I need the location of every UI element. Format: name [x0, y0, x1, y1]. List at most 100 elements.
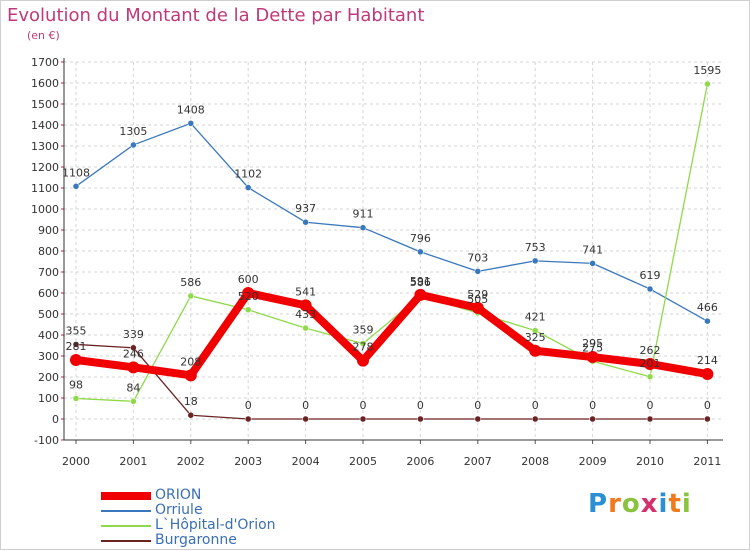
legend-item-orion: ORION — [101, 488, 276, 503]
x-tick-label: 2008 — [521, 455, 549, 468]
legend-swatch — [101, 539, 151, 542]
data-point-orriule — [589, 260, 596, 267]
data-label-orriule: 1102 — [234, 168, 262, 181]
grid-layer — [64, 61, 723, 441]
data-point-orriule — [302, 218, 309, 226]
y-tick-label: 500 — [38, 308, 59, 321]
data-label-orion: 295 — [582, 337, 603, 350]
legend-swatch — [101, 491, 151, 500]
y-tick-label: 400 — [38, 329, 59, 342]
legend-label: L`Hôpital-d'Orion — [155, 517, 276, 533]
series-line-orion — [75, 289, 709, 380]
data-point-orriule — [72, 183, 80, 190]
axis-layer: -100010020030040050060070080090010001100… — [31, 56, 723, 468]
data-label-burgaronne: 0 — [245, 399, 252, 412]
data-point-burgaronne — [302, 415, 309, 423]
data-point-burgaronne — [417, 415, 424, 423]
data-label-l-h-pital-d-orion: 586 — [180, 276, 201, 289]
data-label-orion: 600 — [238, 273, 259, 286]
y-tick-label: 1100 — [31, 182, 59, 195]
legend-label: Burgaronne — [155, 532, 237, 548]
data-point-burgaronne — [646, 415, 654, 423]
y-tick-label: -100 — [34, 434, 59, 447]
y-tick-label: 1500 — [31, 98, 59, 111]
data-label-l-h-pital-d-orion: 421 — [525, 311, 546, 324]
data-point-burgaronne — [244, 415, 252, 423]
y-tick-label: 300 — [38, 350, 59, 363]
data-point-orriule — [359, 224, 367, 231]
data-point-orriule — [244, 184, 252, 191]
data-point-orion — [701, 368, 714, 381]
data-label-orion: 281 — [66, 340, 87, 353]
data-label-orion: 541 — [295, 285, 316, 298]
data-label-orriule: 703 — [467, 251, 488, 264]
data-label-l-h-pital-d-orion: 359 — [353, 324, 374, 337]
data-label-orion: 325 — [525, 331, 546, 344]
y-tick-label: 1000 — [31, 203, 59, 216]
data-label-orion: 529 — [467, 288, 488, 301]
data-point-l-h-pital-d-orion — [531, 327, 539, 334]
logo-letter: i — [658, 489, 669, 519]
data-label-l-h-pital-d-orion: 98 — [69, 378, 83, 391]
data-point-orriule — [474, 268, 482, 275]
logo-letter: x — [640, 489, 659, 519]
series-line-l-h-pital-d-orion — [75, 83, 709, 403]
data-label-orriule: 796 — [410, 232, 431, 245]
data-label-burgaronne: 0 — [360, 399, 367, 412]
data-label-burgaronne: 18 — [184, 395, 198, 408]
data-point-orriule — [417, 248, 424, 256]
data-point-orion — [414, 288, 427, 301]
data-label-orion: 214 — [697, 354, 718, 367]
data-label-l-h-pital-d-orion: 201 — [640, 357, 661, 370]
data-point-orion — [586, 351, 599, 364]
x-tick-label: 2000 — [62, 455, 90, 468]
data-label-orion: 591 — [410, 275, 431, 288]
data-point-burgaronne — [187, 411, 195, 419]
legend-swatch — [101, 524, 151, 527]
x-tick-label: 2002 — [177, 455, 205, 468]
x-tick-label: 2003 — [234, 455, 262, 468]
x-tick-label: 2004 — [292, 455, 320, 468]
y-tick-label: 900 — [38, 224, 59, 237]
data-label-l-h-pital-d-orion: 520 — [238, 290, 259, 303]
data-label-orion: 246 — [123, 347, 144, 360]
data-label-l-h-pital-d-orion: 505 — [467, 293, 488, 306]
y-tick-label: 1700 — [31, 56, 59, 69]
data-point-burgaronne — [589, 415, 596, 423]
data-point-burgaronne — [130, 344, 137, 352]
data-point-orion — [184, 369, 197, 382]
legend-label: Orriule — [155, 502, 203, 518]
logo-letter: P — [588, 489, 609, 519]
legend-label: ORION — [155, 487, 202, 503]
data-point-burgaronne — [704, 415, 711, 423]
series-line-burgaronne — [75, 343, 708, 420]
data-point-burgaronne — [474, 415, 482, 423]
data-label-layer: 1108 1305 1408 1102 937 911 796 703 753 741 619 466… — [62, 64, 721, 412]
data-point-l-h-pital-d-orion — [244, 306, 252, 314]
y-tick-label: 200 — [38, 371, 59, 384]
data-point-orion — [644, 357, 656, 370]
proxiti-logo: Proxiti — [588, 489, 692, 519]
x-tick-label: 2007 — [464, 455, 492, 468]
legend-item-orriule: Orriule — [101, 503, 276, 518]
data-label-orriule: 937 — [295, 202, 316, 215]
data-label-orriule: 741 — [582, 243, 603, 256]
data-point-orion — [242, 287, 255, 299]
y-tick-label: 1400 — [31, 119, 59, 132]
data-point-orriule — [130, 141, 137, 149]
data-label-burgaronne: 0 — [302, 399, 309, 412]
data-label-burgaronne: 0 — [474, 399, 481, 412]
data-label-orion: 208 — [180, 355, 201, 368]
y-tick-label: 1600 — [31, 77, 59, 90]
data-label-burgaronne: 339 — [123, 328, 144, 341]
data-label-orriule: 1408 — [177, 103, 205, 116]
data-label-l-h-pital-d-orion: 84 — [126, 381, 140, 394]
chart-title: Evolution du Montant de la Dette par Hab… — [7, 5, 425, 26]
y-tick-label: 800 — [38, 245, 59, 258]
data-point-l-h-pital-d-orion — [704, 80, 711, 88]
series-line-orriule — [75, 122, 708, 322]
y-tick-label: 0 — [52, 413, 59, 426]
legend-swatch — [101, 509, 151, 512]
data-point-orriule — [531, 257, 539, 265]
